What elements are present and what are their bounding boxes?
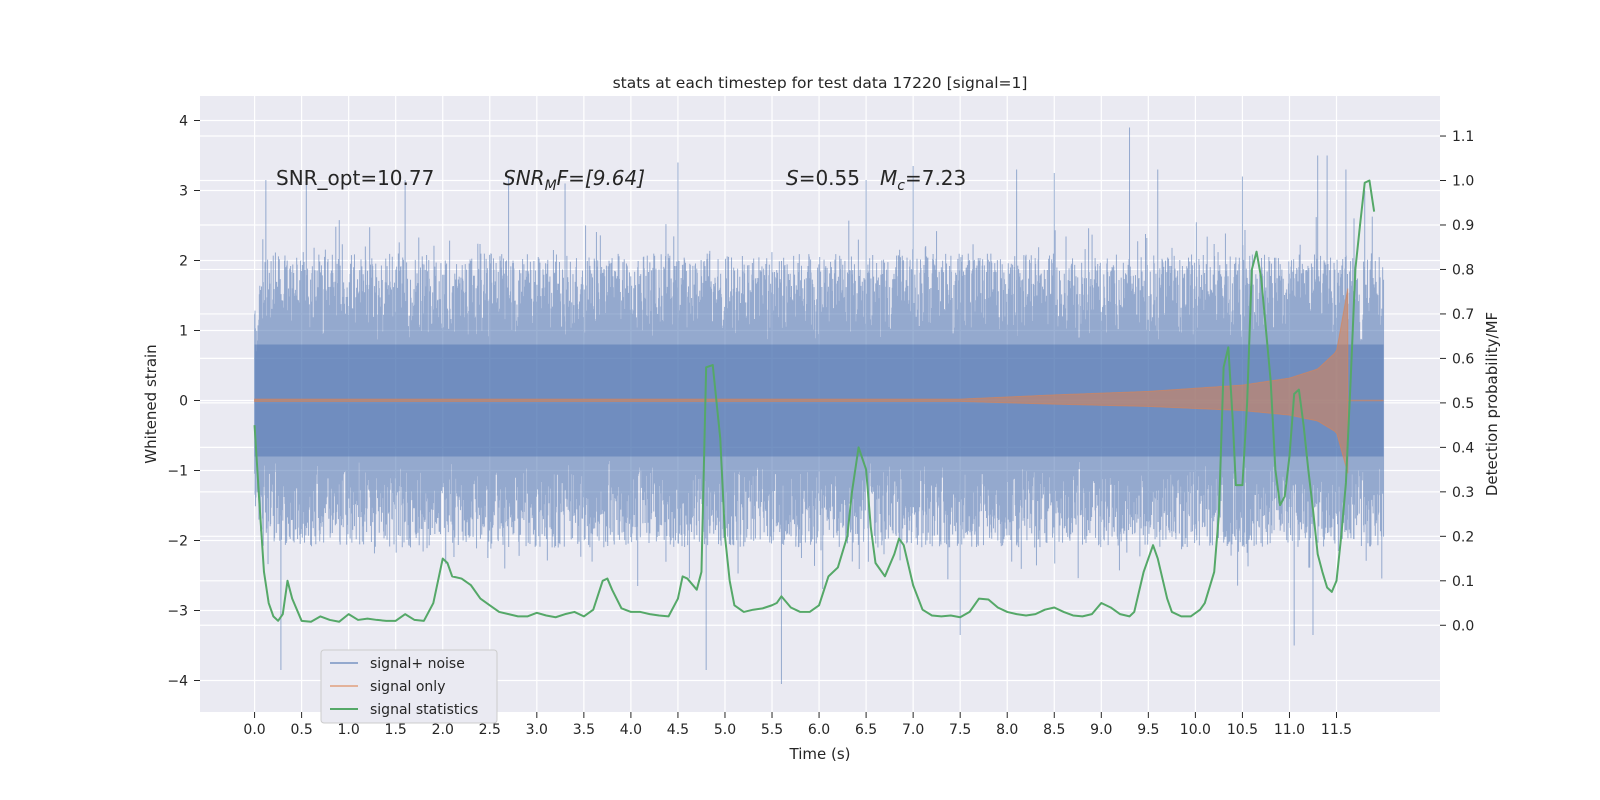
legend-box (320, 649, 498, 724)
y2-tick-label-3: 0.3 (1452, 485, 1474, 501)
x-tick-label-18: 9.0 (1090, 722, 1112, 738)
x-tick-label-7: 3.5 (573, 722, 595, 738)
y-tick-label-1: −3 (167, 604, 188, 620)
x-tick-label-19: 9.5 (1137, 722, 1159, 738)
legend-label-signal-noise: signal+ noise (370, 656, 465, 672)
x-tick-label-23: 11.5 (1321, 722, 1352, 738)
x-tick-label-8: 4.0 (620, 722, 642, 738)
x-tick-label-16: 8.0 (996, 722, 1018, 738)
annotation-snr-mf: SNRMF=[9.64] (503, 166, 645, 194)
x-tick-label-5: 2.5 (479, 722, 501, 738)
x-tick-label-14: 7.0 (902, 722, 924, 738)
y2-tick-label-0: 0.0 (1452, 618, 1474, 634)
y-tick-label-0: −4 (167, 674, 188, 690)
x-tick-label-11: 5.5 (761, 722, 783, 738)
legend: signal+ noise signal only signal statist… (320, 649, 498, 724)
annotation-spin: S=0.55 (786, 166, 860, 190)
y-tick-label-2: −2 (167, 534, 188, 550)
series-signal-statistics (253, 179, 1376, 623)
x-tick-label-15: 7.5 (949, 722, 971, 738)
signal-statistics-line (253, 179, 1376, 623)
x-tick-label-13: 6.5 (855, 722, 877, 738)
y2-tick-label-11: 1.1 (1452, 129, 1474, 145)
y2-tick-label-7: 0.7 (1452, 307, 1474, 323)
chart-title: stats at each timestep for test data 172… (613, 74, 1028, 92)
y2-axis-title: Detection probability/MF (1483, 312, 1501, 496)
y2-axis-ticks: 0.0 0.1 0.2 0.3 0.4 0.5 0.6 0.7 0.8 0.9 1.0 1.1 (1440, 129, 1474, 634)
signal-only-envelope (254, 288, 1349, 474)
y-tick-label-7: 3 (179, 184, 188, 200)
y2-tick-label-6: 0.6 (1452, 351, 1474, 367)
x-tick-label-1: 0.5 (290, 722, 312, 738)
series-signal-only (254, 288, 1384, 474)
legend-label-signal-only: signal only (370, 679, 445, 695)
y-axis-title: Whitened strain (142, 344, 160, 463)
x-tick-label-21: 10.5 (1227, 722, 1258, 738)
y-tick-label-5: 1 (179, 324, 188, 340)
x-tick-label-22: 11.0 (1274, 722, 1305, 738)
x-axis-ticks: 0.0 0.5 1.0 1.5 2.0 2.5 3.0 3.5 4.0 4.5 5.0 5.5 6.0 6… (243, 712, 1352, 738)
y2-tick-label-2: 0.2 (1452, 529, 1474, 545)
annotation-snr-opt: SNR_opt=10.77 (276, 166, 434, 190)
x-tick-label-6: 3.0 (526, 722, 548, 738)
x-axis-title: Time (s) (789, 745, 851, 763)
y-tick-label-4: 0 (179, 394, 188, 410)
y-tick-label-3: −1 (167, 464, 188, 480)
x-tick-label-4: 2.0 (432, 722, 454, 738)
x-tick-label-17: 8.5 (1043, 722, 1065, 738)
x-tick-label-9: 4.5 (667, 722, 689, 738)
y2-tick-label-9: 0.9 (1452, 218, 1474, 234)
x-tick-label-20: 10.0 (1180, 722, 1211, 738)
y2-tick-label-8: 0.8 (1452, 262, 1474, 278)
y2-tick-label-4: 0.4 (1452, 440, 1474, 456)
y-axis-ticks: −4 −3 −2 −1 0 1 2 3 4 (167, 114, 200, 690)
y-tick-label-6: 2 (179, 254, 188, 270)
x-tick-label-3: 1.5 (385, 722, 407, 738)
legend-label-signal-statistics: signal statistics (370, 702, 478, 718)
annotation-chirp-mass: Mc=7.23 (880, 166, 966, 194)
x-tick-label-12: 6.0 (808, 722, 830, 738)
x-tick-label-10: 5.0 (714, 722, 736, 738)
y2-tick-label-1: 0.1 (1452, 574, 1474, 590)
y2-tick-label-10: 1.0 (1452, 174, 1474, 190)
x-tick-label-2: 1.0 (338, 722, 360, 738)
y-tick-label-8: 4 (179, 114, 188, 130)
y2-tick-label-5: 0.5 (1452, 396, 1474, 412)
x-tick-label-0: 0.0 (243, 722, 265, 738)
